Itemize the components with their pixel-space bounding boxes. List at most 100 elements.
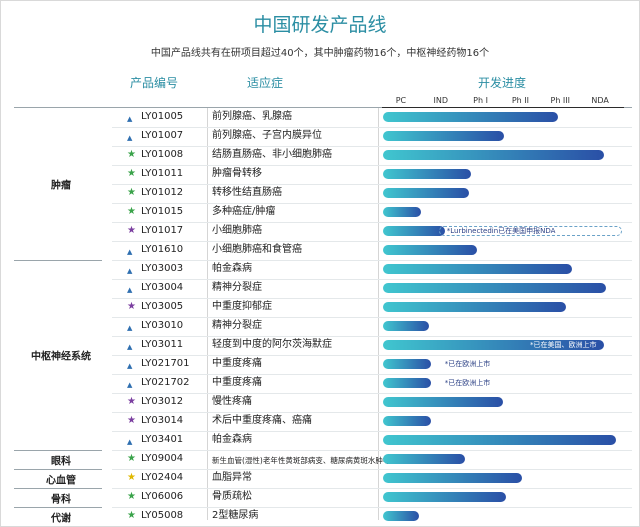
marker-icon: ★ (127, 168, 136, 179)
category-divider (14, 260, 102, 261)
pipeline-row: ▲ LY01005 前列腺癌、乳腺癌 (0, 108, 640, 127)
indication-label: 转移性结直肠癌 (212, 187, 282, 198)
indication-label: 骨质疏松 (212, 491, 252, 502)
progress-note: *已在欧洲上市 (444, 379, 491, 387)
product-code: LY03005 (141, 301, 184, 312)
marker-icon: ▲ (127, 343, 133, 351)
category-divider (14, 469, 102, 470)
category-label: 心血管 (46, 475, 76, 486)
product-code: LY03401 (141, 434, 184, 445)
row-divider (112, 184, 632, 185)
category-label: 眼科 (51, 456, 71, 467)
marker-icon: ★ (127, 453, 136, 464)
product-code: LY03010 (141, 320, 184, 331)
indication-label: 血脂异常 (212, 472, 252, 483)
pipeline-row: ★ LY01008 结肠直肠癌、非小细胞肺癌 (0, 146, 640, 165)
row-divider (112, 469, 632, 470)
row-divider (112, 279, 632, 280)
row-divider (112, 488, 632, 489)
product-code: LY01007 (141, 130, 184, 141)
stage-label: Ph III (550, 96, 571, 105)
row-divider (112, 336, 632, 337)
progress-bar (383, 131, 505, 141)
progress-bar (383, 511, 419, 521)
progress-bar (383, 245, 477, 255)
progress-note: *Lurbinectedin已在美国申报NDA (446, 227, 556, 235)
stage-label: Ph I (473, 96, 488, 105)
marker-icon: ▲ (127, 362, 133, 370)
progress-bar (383, 359, 431, 369)
indication-label: 中重度疼痛 (212, 358, 262, 369)
product-code: LY03011 (141, 339, 184, 350)
indication-label: 小细胞肺癌和食管癌 (212, 244, 302, 255)
marker-icon: ★ (127, 187, 136, 198)
progress-bar (383, 435, 617, 445)
product-code: LY06006 (141, 491, 184, 502)
row-divider (112, 298, 632, 299)
header-divider (14, 107, 632, 108)
marker-icon: ★ (127, 206, 136, 217)
marker-icon: ★ (127, 225, 136, 236)
pipeline-row: ★ LY03012 慢性疼痛 (0, 393, 640, 412)
pipeline-row: ▲ LY01007 前列腺癌、子宫内膜异位 (0, 127, 640, 146)
progress-bar (383, 283, 607, 293)
marker-icon: ▲ (127, 286, 133, 294)
pipeline-row: ★ LY01017 小细胞肺癌 *Lurbinectedin已在美国申报NDA (0, 222, 640, 241)
pipeline-row: ▲ LY03010 精神分裂症 (0, 317, 640, 336)
pipeline-row: ★ LY03014 术后中重度疼痛、癌痛 (0, 412, 640, 431)
pipeline-row: ★ LY02404 血脂异常 (0, 469, 640, 488)
progress-bar (383, 416, 431, 426)
progress-bar (383, 150, 605, 160)
marker-icon: ▲ (127, 134, 133, 142)
indication-label: 帕金森病 (212, 434, 252, 445)
row-divider (112, 431, 632, 432)
pipeline-row: ★ LY05008 2型糖尿病 (0, 507, 640, 526)
progress-bar (383, 207, 421, 217)
row-divider (112, 317, 632, 318)
row-divider (112, 355, 632, 356)
header-progress: 开发进度 (477, 76, 526, 90)
indication-label: 多种癌症/肿瘤 (212, 206, 276, 217)
indication-label: 前列腺癌、子宫内膜异位 (212, 130, 322, 141)
progress-bar (383, 378, 431, 388)
row-divider (112, 222, 632, 223)
stage-label: Ph II (511, 96, 529, 105)
row-divider (112, 393, 632, 394)
product-code: LY01008 (141, 149, 184, 160)
pipeline-row: ▲ LY01610 小细胞肺癌和食管癌 (0, 241, 640, 260)
indication-label: 轻度到中度的阿尔茨海默症 (212, 339, 332, 350)
product-code: LY03004 (141, 282, 184, 293)
progress-bar (383, 321, 429, 331)
category-divider (14, 507, 102, 508)
indication-label: 前列腺癌、乳腺癌 (212, 111, 292, 122)
dashed-note-box (438, 226, 622, 236)
progress-bar (383, 112, 559, 122)
row-divider (112, 127, 632, 128)
marker-icon: ★ (127, 491, 136, 502)
marker-icon: ▲ (127, 248, 133, 256)
indication-label: 2型糖尿病 (212, 510, 259, 521)
progress-axis-line (382, 107, 624, 108)
chart-title: 中国研发产品线 (253, 14, 387, 36)
indication-label: 中重度疼痛 (212, 377, 262, 388)
category-label: 中枢神经系统 (31, 351, 91, 363)
row-divider (112, 241, 632, 242)
product-code: LY02404 (141, 472, 184, 483)
product-code: LY01005 (141, 111, 184, 122)
pipeline-row: ▲ LY03011 轻度到中度的阿尔茨海默症 *已在美国、欧洲上市 (0, 336, 640, 355)
chart-subtitle: 中国产品线共有在研项目超过40个，其中肿瘤药物16个，中枢神经药物16个 (150, 48, 490, 59)
marker-icon: ★ (127, 301, 136, 312)
marker-icon: ★ (127, 472, 136, 483)
row-divider (112, 374, 632, 375)
product-code: LY021701 (141, 358, 190, 369)
progress-bar (383, 169, 471, 179)
pipeline-row: ★ LY01011 肿瘤骨转移 (0, 165, 640, 184)
progress-bar (383, 302, 567, 312)
marker-icon: ▲ (127, 324, 133, 332)
row-divider (112, 146, 632, 147)
row-divider (112, 203, 632, 204)
column-divider-code (207, 108, 208, 520)
progress-bar (383, 492, 507, 502)
product-code: LY03012 (141, 396, 184, 407)
marker-icon: ▲ (127, 115, 133, 123)
